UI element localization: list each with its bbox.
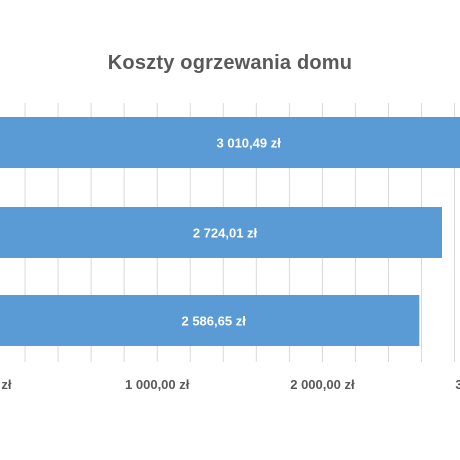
bar-3 xyxy=(0,295,420,346)
bar-1 xyxy=(0,117,460,168)
data-label-2: 2 724,01 zł xyxy=(193,226,258,241)
x-tick-label: 2 000,00 zł xyxy=(290,377,355,392)
x-tick-label: 1 000,00 zł xyxy=(125,377,190,392)
x-tick-label: 3 000,00 zł xyxy=(455,377,460,392)
data-label-1: 3 010,49 zł xyxy=(217,136,282,151)
bar-2 xyxy=(0,207,443,258)
data-label-3: 2 586,65 zł xyxy=(181,314,246,329)
chart-title: Koszty ogrzewania domu xyxy=(107,52,353,74)
x-tick-label: 0,00 zł xyxy=(0,377,12,392)
